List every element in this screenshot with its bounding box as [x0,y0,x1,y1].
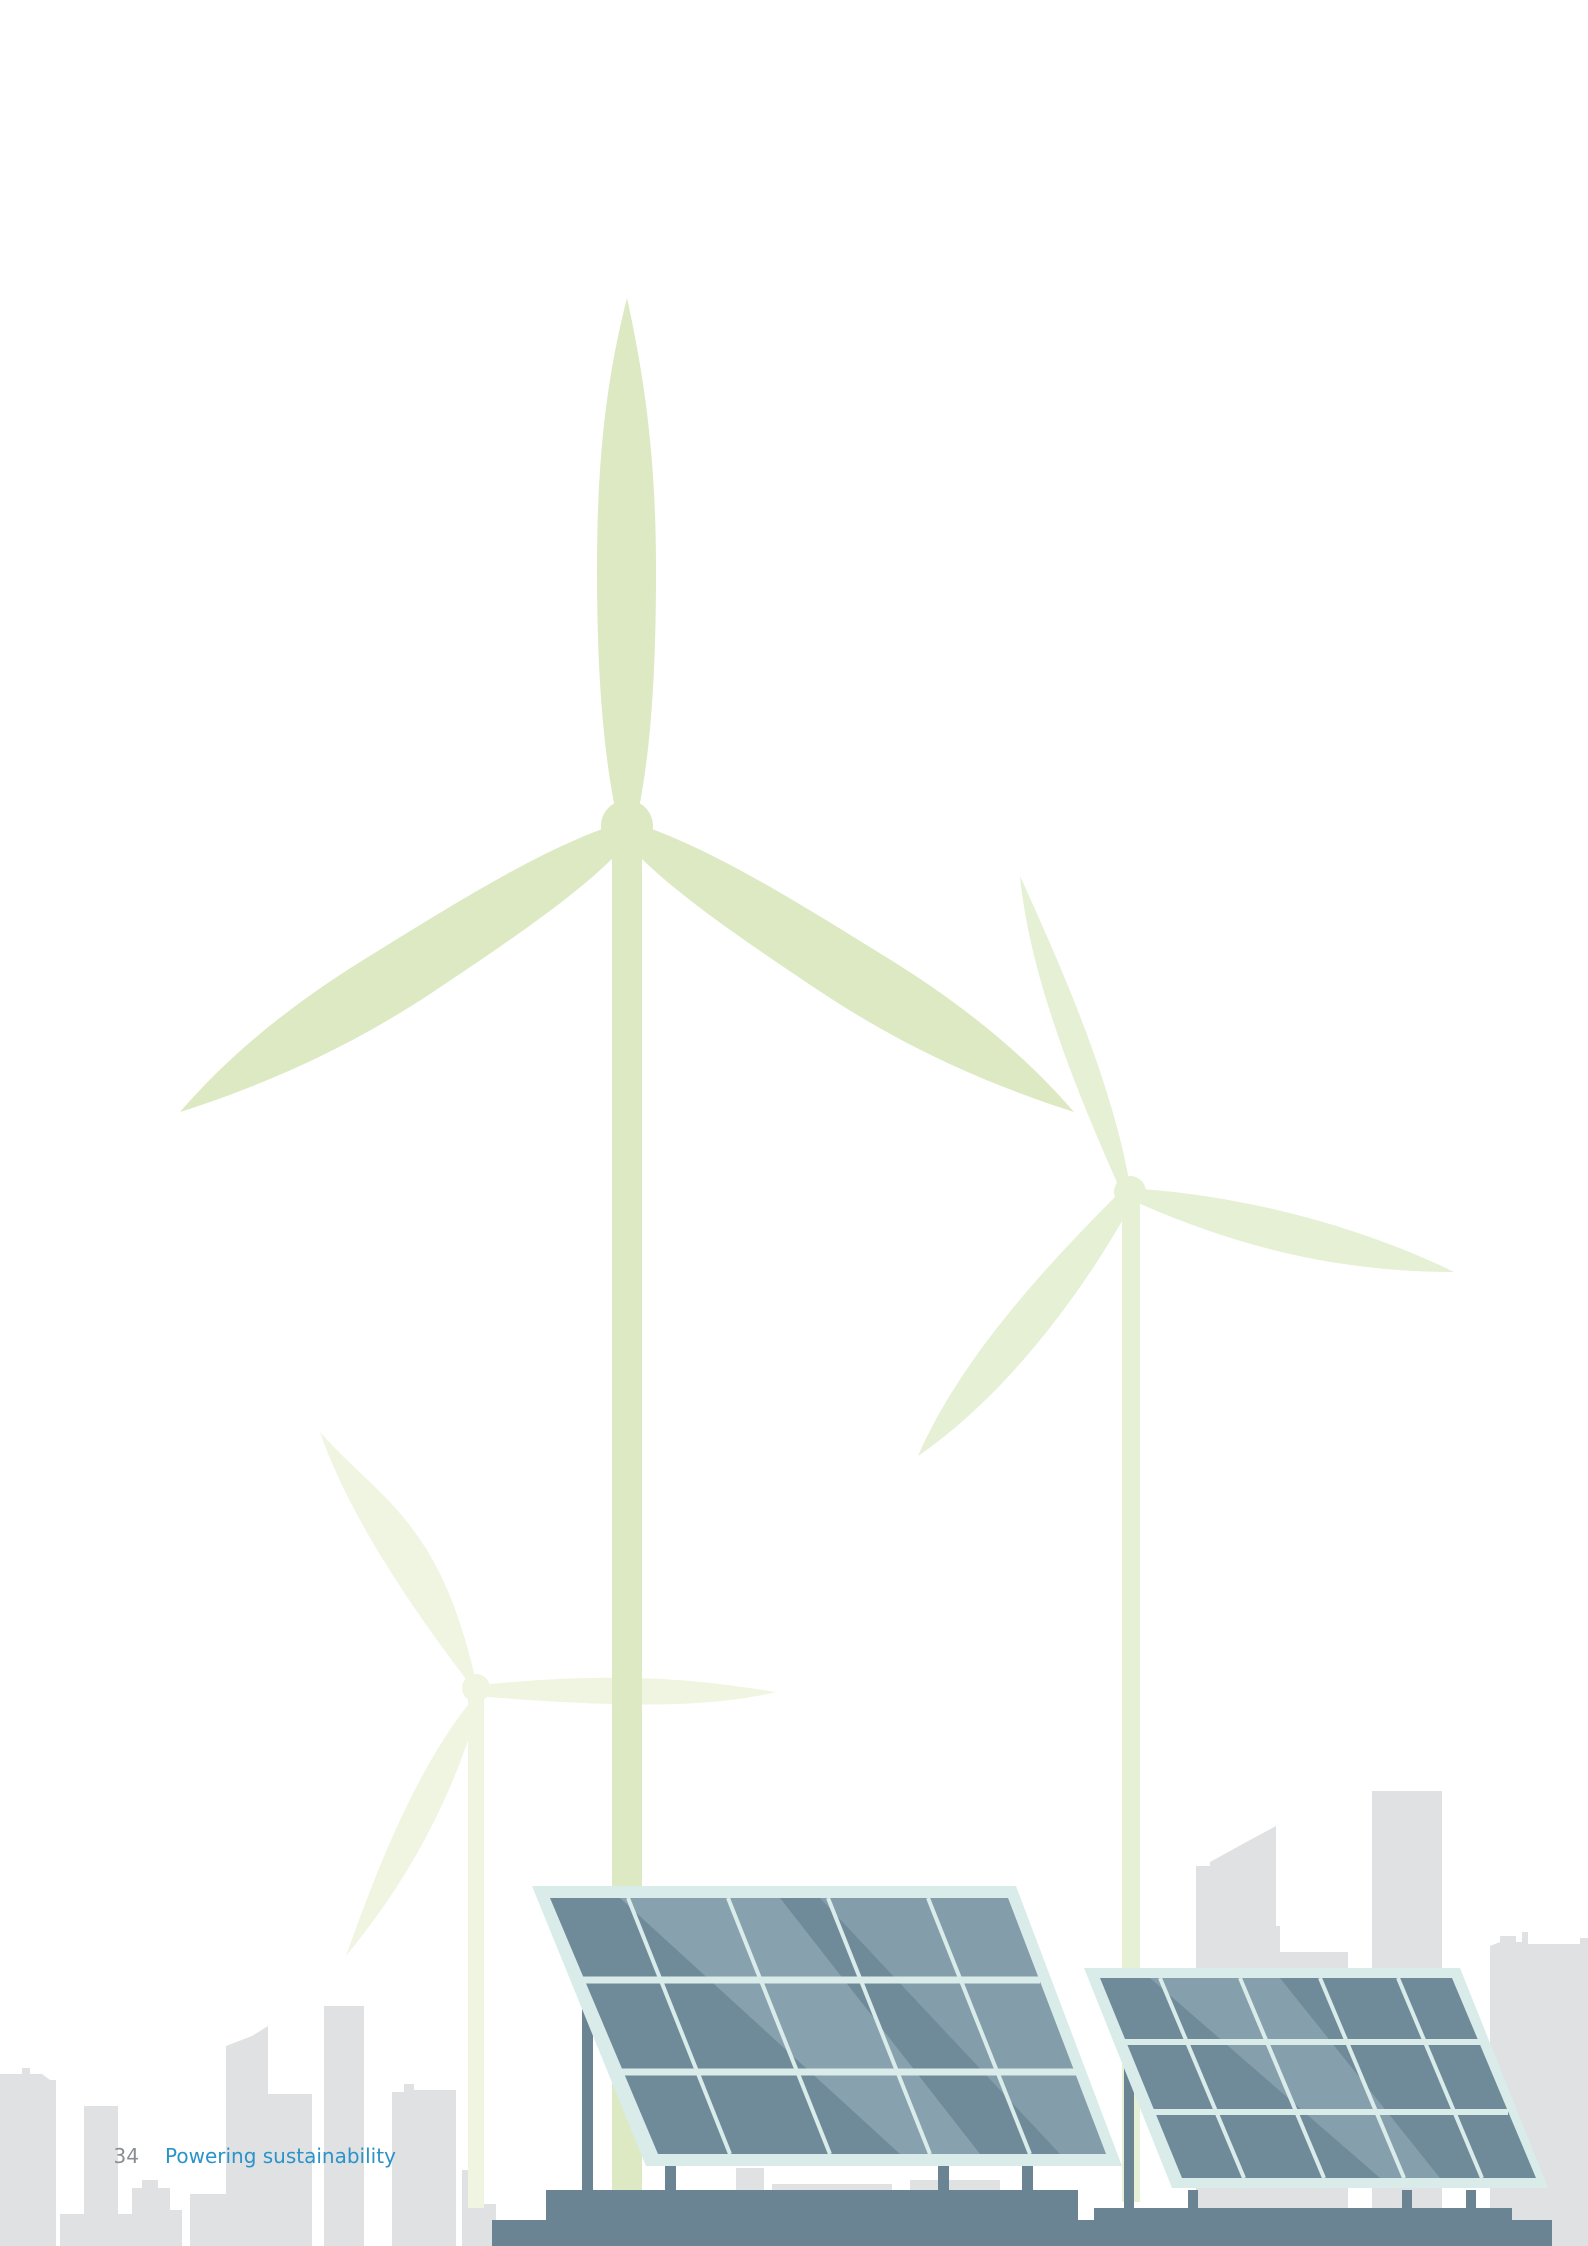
section-title: Powering sustainability [165,2144,396,2168]
page-number: 34 [113,2144,139,2168]
page-footer: 34 Powering sustainability [113,2142,396,2170]
wind-turbine-medium [918,876,1454,2202]
solar-panel-right [1084,1968,1548,2212]
wind-turbine-large [180,298,1074,2208]
solar-panel-left [532,1886,1122,2192]
ground-base [492,2190,1552,2246]
